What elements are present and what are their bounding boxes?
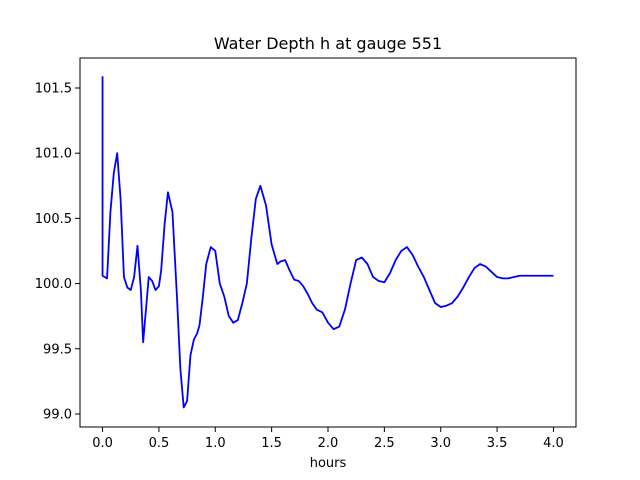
chart-title: Water Depth h at gauge 551 [214, 34, 442, 53]
x-tick-label: 4.0 [543, 436, 564, 451]
y-tick-label: 101.0 [35, 147, 72, 162]
y-tick-label: 99.5 [43, 342, 72, 357]
axis-ticks: 0.0 0.5 1.0 1.5 2.0 2.5 3.0 3.5 4.0 99.0 99.5 100.0… [35, 81, 564, 451]
x-tick-label: 2.5 [374, 436, 395, 451]
x-tick-label: 0.0 [92, 436, 113, 451]
y-tick-label: 99.0 [43, 407, 72, 422]
series-line-0 [101, 76, 554, 409]
x-tick-label: 1.0 [205, 436, 226, 451]
x-tick-label: 3.0 [430, 436, 451, 451]
plot-frame [79, 57, 577, 428]
x-tick-label: 3.5 [487, 436, 508, 451]
x-tick-label: 2.0 [318, 436, 339, 451]
y-tick-label: 100.5 [35, 212, 72, 227]
plot-area [101, 76, 554, 409]
x-tick-label: 0.5 [149, 436, 170, 451]
y-tick-label: 101.5 [35, 81, 72, 96]
y-tick-label: 100.0 [35, 277, 72, 292]
x-tick-label: 1.5 [261, 436, 282, 451]
x-axis-label: hours [310, 456, 347, 471]
